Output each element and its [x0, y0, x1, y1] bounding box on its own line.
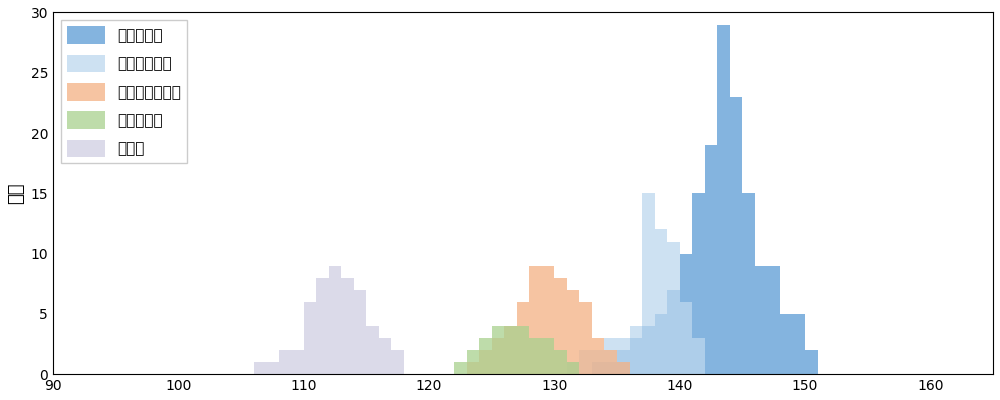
Bar [454, 362, 467, 374]
Bar [567, 362, 579, 374]
Bar [655, 230, 667, 374]
Bar [291, 350, 304, 374]
Bar [304, 302, 316, 374]
Bar [517, 302, 529, 374]
Bar [730, 97, 742, 374]
Bar [767, 266, 780, 374]
Bar [667, 242, 680, 374]
Y-axis label: 球数: 球数 [7, 182, 25, 204]
Bar [617, 350, 630, 374]
Bar [467, 362, 479, 374]
Bar [604, 362, 617, 374]
Bar [780, 314, 793, 374]
Bar [329, 266, 341, 374]
Bar [604, 338, 617, 374]
Bar [717, 24, 730, 374]
Bar [366, 326, 379, 374]
Bar [529, 338, 542, 374]
Bar [379, 338, 391, 374]
Bar [680, 302, 692, 374]
Bar [391, 350, 404, 374]
Bar [254, 362, 266, 374]
Bar [479, 338, 492, 374]
Bar [680, 254, 692, 374]
Bar [630, 326, 642, 374]
Bar [592, 350, 604, 374]
Bar [492, 338, 504, 374]
Bar [316, 278, 329, 374]
Bar [341, 278, 354, 374]
Bar [667, 290, 680, 374]
Bar [592, 338, 604, 374]
Bar [504, 326, 517, 374]
Bar [630, 338, 642, 374]
Bar [617, 362, 630, 374]
Bar [567, 290, 579, 374]
Bar [492, 326, 504, 374]
Bar [692, 338, 705, 374]
Bar [579, 350, 592, 374]
Bar [692, 193, 705, 374]
Bar [542, 338, 554, 374]
Bar [642, 326, 655, 374]
Bar [266, 362, 279, 374]
Bar [793, 314, 805, 374]
Bar [642, 193, 655, 374]
Bar [517, 326, 529, 374]
Bar [479, 350, 492, 374]
Bar [655, 314, 667, 374]
Bar [567, 362, 579, 374]
Bar [542, 266, 554, 374]
Bar [705, 145, 717, 374]
Bar [467, 350, 479, 374]
Bar [354, 290, 366, 374]
Bar [529, 266, 542, 374]
Bar [554, 350, 567, 374]
Legend: ストレート, カットボール, チェンジアップ, スライダー, カーブ: ストレート, カットボール, チェンジアップ, スライダー, カーブ [61, 20, 187, 163]
Bar [279, 350, 291, 374]
Bar [592, 362, 604, 374]
Bar [755, 266, 767, 374]
Bar [554, 278, 567, 374]
Bar [504, 326, 517, 374]
Bar [604, 350, 617, 374]
Bar [579, 302, 592, 374]
Bar [617, 338, 630, 374]
Bar [742, 193, 755, 374]
Bar [805, 350, 818, 374]
